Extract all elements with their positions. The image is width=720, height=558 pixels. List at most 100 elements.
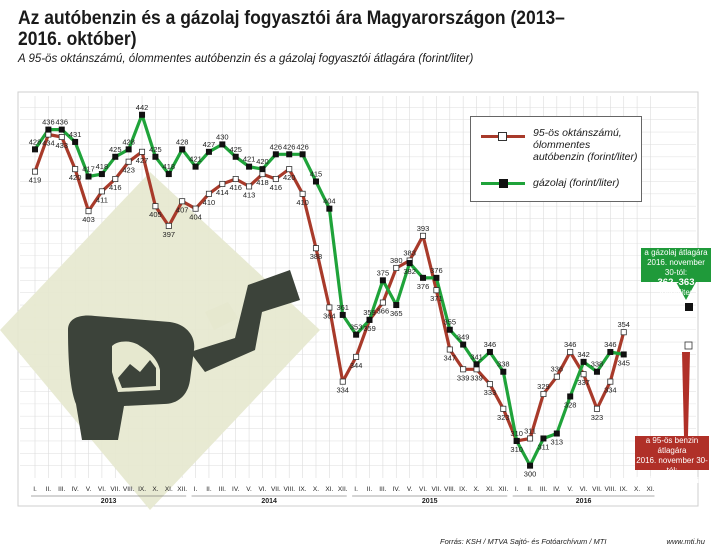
petrol-data-label: 336 — [551, 365, 564, 374]
petrol-data-label: 323 — [497, 413, 510, 422]
diesel-point — [165, 171, 172, 178]
petrol-point — [246, 183, 253, 190]
petrol-data-label: 339 — [457, 373, 470, 382]
diesel-point — [500, 368, 507, 375]
petrol-point — [446, 346, 453, 353]
diesel-data-label: 418 — [163, 162, 176, 171]
petrol-point — [232, 176, 239, 183]
month-tick-label: IX. — [620, 486, 628, 493]
petrol-point — [393, 264, 400, 271]
diesel-point — [607, 348, 614, 355]
month-tick-label: II. — [527, 486, 533, 493]
diesel-point — [620, 351, 627, 358]
diesel-point — [420, 274, 427, 281]
diesel-data-label: 430 — [216, 132, 229, 141]
diesel-data-label: 418 — [96, 162, 109, 171]
diesel-data-label: 365 — [390, 309, 403, 318]
petrol-point — [473, 366, 480, 373]
pump-fingers — [118, 360, 156, 388]
petrol-data-label: 393 — [417, 224, 430, 233]
diesel-point — [567, 393, 574, 400]
petrol-data-label: 407 — [176, 205, 189, 214]
petrol-point — [165, 222, 172, 229]
petrol-annotation: a 95-ös benzin átlagára 2016. november 3… — [635, 436, 709, 486]
legend-petrol-marker — [498, 132, 507, 141]
month-tick-label: VI. — [580, 486, 588, 493]
petrol-data-label: 420 — [69, 173, 82, 182]
diesel-forecast-point — [685, 303, 693, 311]
petrol-data-label: 364 — [323, 312, 336, 321]
petrol-point — [312, 245, 319, 252]
diesel-data-label: 417 — [82, 165, 95, 174]
diesel-data-label: 421 — [189, 155, 202, 164]
diesel-point — [379, 277, 386, 284]
month-tick-label: III. — [540, 486, 547, 493]
month-tick-label: V. — [407, 486, 413, 493]
month-tick-label: IX. — [299, 486, 307, 493]
petrol-data-label: 416 — [229, 183, 242, 192]
petrol-data-label: 380 — [390, 256, 403, 265]
diesel-point — [299, 151, 306, 158]
diesel-point — [125, 146, 132, 153]
diesel-point — [366, 316, 373, 323]
diesel-data-label: 420 — [256, 157, 269, 166]
petrol-point — [139, 148, 146, 155]
diesel-point — [32, 146, 39, 153]
diesel-data-label: 415 — [310, 169, 323, 178]
diesel-point — [205, 148, 212, 155]
diesel-point — [219, 141, 226, 148]
petrol-annot-line2: 2016. november 30-tól: — [636, 456, 708, 475]
diesel-point — [486, 348, 493, 355]
petrol-point — [192, 205, 199, 212]
month-tick-label: VIII. — [605, 486, 617, 493]
petrol-data-label: 433 — [56, 141, 69, 150]
month-tick-label: III. — [58, 486, 65, 493]
diesel-point — [152, 153, 159, 160]
diesel-data-label: 313 — [551, 438, 564, 447]
diesel-point — [527, 462, 534, 469]
month-tick-label: VII. — [110, 486, 120, 493]
petrol-data-label: 414 — [216, 188, 229, 197]
diesel-point — [85, 173, 92, 180]
month-tick-label: I. — [194, 486, 198, 493]
diesel-data-label: 427 — [203, 140, 216, 149]
petrol-data-label: 359 — [363, 324, 376, 333]
diesel-data-label: 426 — [283, 142, 296, 151]
petrol-data-label: 329 — [537, 382, 550, 391]
diesel-point — [179, 146, 186, 153]
diesel-data-label: 425 — [149, 145, 162, 154]
petrol-data-label: 366 — [377, 307, 390, 316]
petrol-data-label: 416 — [270, 183, 283, 192]
petrol-point — [580, 371, 587, 378]
petrol-point — [486, 381, 493, 388]
petrol-data-label: 339 — [470, 373, 483, 382]
petrol-point — [299, 190, 306, 197]
petrol-point — [125, 158, 132, 165]
month-tick-label: IV. — [232, 486, 240, 493]
petrol-data-label: 423 — [122, 166, 135, 175]
month-tick-label: V. — [86, 486, 92, 493]
diesel-data-label: 345 — [617, 358, 630, 367]
petrol-data-label: 323 — [591, 413, 604, 422]
month-tick-label: II. — [206, 486, 212, 493]
petrol-data-label: 310 — [510, 445, 523, 454]
petrol-data-label: 334 — [604, 386, 617, 395]
year-label: 2015 — [422, 498, 438, 505]
month-tick-label: IV. — [553, 486, 561, 493]
month-tick-label: IX. — [138, 486, 146, 493]
diesel-point — [112, 153, 119, 160]
diesel-point — [460, 341, 467, 348]
petrol-point — [460, 366, 467, 373]
petrol-data-label: 354 — [617, 320, 630, 329]
petrol-point — [540, 390, 547, 397]
petrol-data-label: 397 — [163, 230, 176, 239]
diesel-annot-line1: a gázolaj átlagára — [644, 248, 708, 257]
petrol-data-label: 388 — [310, 252, 323, 261]
month-tick-label: VI. — [98, 486, 106, 493]
petrol-data-label: 334 — [336, 386, 349, 395]
diesel-point — [246, 163, 253, 170]
petrol-data-label: 404 — [189, 213, 202, 222]
month-tick-label: XII. — [498, 486, 508, 493]
chart-subtitle: A 95-ös oktánszámú, ólommentes autóbenzi… — [18, 53, 474, 65]
footer: Forrás: KSH / MTVA Sajtó- és Fotóarchívu… — [440, 537, 710, 546]
